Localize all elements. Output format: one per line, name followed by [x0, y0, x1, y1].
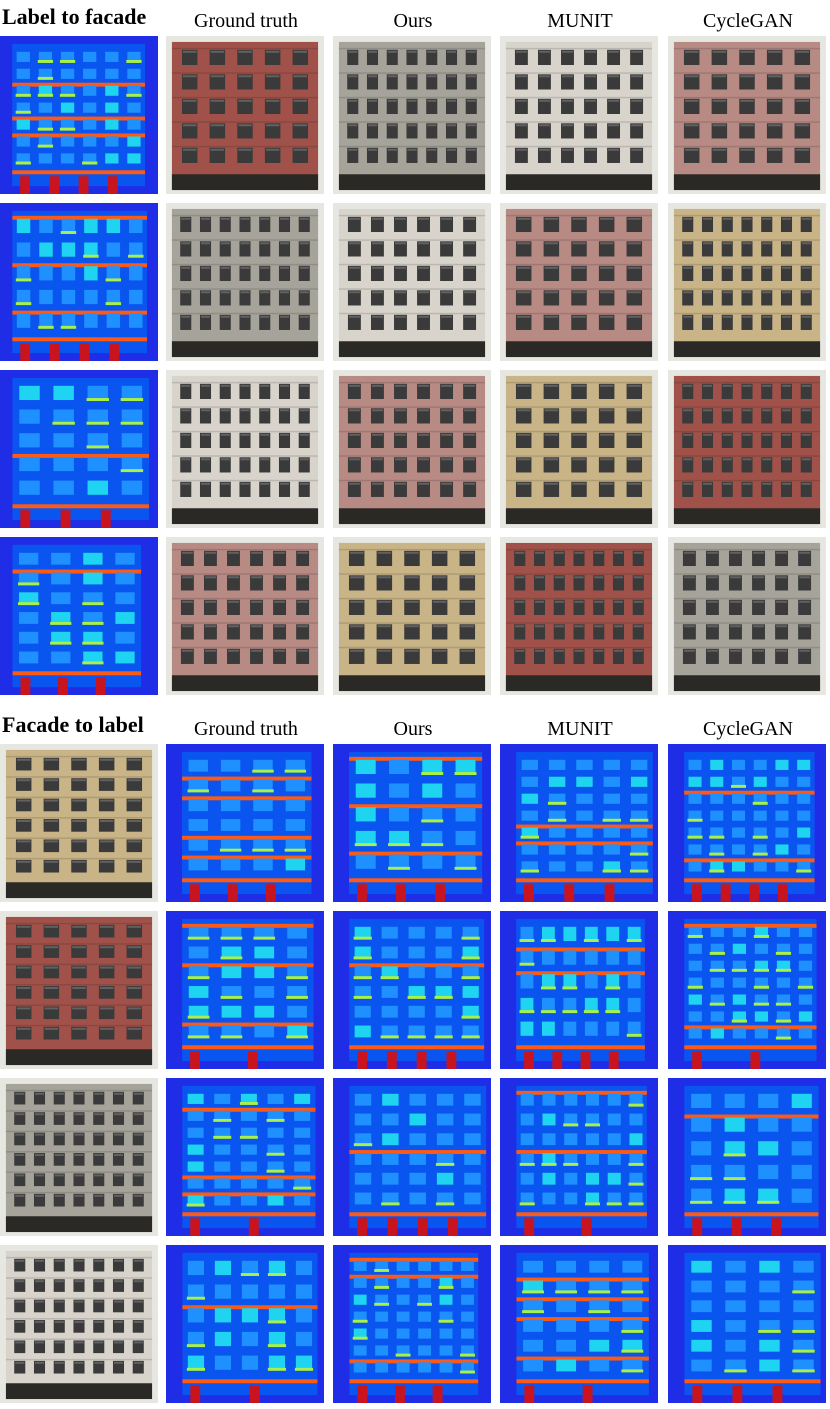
output-label-map-3 [166, 1078, 324, 1236]
column-header-cyclegan: CycleGAN [703, 10, 793, 32]
output-label-map-2 [166, 911, 324, 1069]
output-label-map-1 [500, 744, 658, 902]
output-label-map-1 [668, 744, 826, 902]
input-label-map-4 [0, 537, 158, 695]
section-label-to-facade: Label to facade Ground truth Ours MUNIT … [0, 0, 830, 700]
input-label-map-1 [0, 36, 158, 194]
output-label-map-3 [333, 1078, 491, 1236]
output-facade-photo-3 [668, 370, 826, 528]
output-facade-photo-3 [333, 370, 491, 528]
section-title: Facade to label [2, 712, 144, 737]
column-header-ours: Ours [393, 10, 433, 32]
output-facade-photo-2 [166, 203, 324, 361]
input-facade-photo-3 [0, 1078, 158, 1236]
output-label-map-2 [333, 911, 491, 1069]
output-facade-photo-4 [333, 537, 491, 695]
output-facade-photo-2 [668, 203, 826, 361]
output-label-map-2 [668, 911, 826, 1069]
column-header-cyclegan: CycleGAN [703, 718, 793, 740]
output-label-map-2 [500, 911, 658, 1069]
output-facade-photo-2 [500, 203, 658, 361]
output-facade-photo-4 [166, 537, 324, 695]
output-label-map-3 [500, 1078, 658, 1236]
input-facade-photo-1 [0, 744, 158, 902]
input-facade-photo-4 [0, 1245, 158, 1403]
output-label-map-4 [333, 1245, 491, 1403]
output-facade-photo-1 [166, 36, 324, 194]
column-header-munit: MUNIT [547, 10, 613, 32]
output-label-map-3 [668, 1078, 826, 1236]
output-label-map-1 [166, 744, 324, 902]
output-label-map-4 [500, 1245, 658, 1403]
output-label-map-4 [166, 1245, 324, 1403]
output-label-map-4 [668, 1245, 826, 1403]
output-label-map-1 [333, 744, 491, 902]
column-header-ours: Ours [393, 718, 433, 740]
section-title: Label to facade [2, 4, 147, 29]
column-header-ground-truth: Ground truth [194, 10, 298, 32]
output-facade-photo-1 [333, 36, 491, 194]
output-facade-photo-4 [500, 537, 658, 695]
input-label-map-3 [0, 370, 158, 528]
output-facade-photo-3 [500, 370, 658, 528]
output-facade-photo-3 [166, 370, 324, 528]
output-facade-photo-1 [500, 36, 658, 194]
column-header-munit: MUNIT [547, 718, 613, 740]
output-facade-photo-1 [668, 36, 826, 194]
output-facade-photo-4 [668, 537, 826, 695]
column-header-ground-truth: Ground truth [194, 718, 298, 740]
section-facade-to-label: Facade to label Ground truth Ours MUNIT … [0, 708, 830, 1409]
output-facade-photo-2 [333, 203, 491, 361]
input-facade-photo-2 [0, 911, 158, 1069]
header-row: Label to facade Ground truth Ours MUNIT … [0, 0, 830, 36]
header-row: Facade to label Ground truth Ours MUNIT … [0, 708, 830, 744]
input-label-map-2 [0, 203, 158, 361]
